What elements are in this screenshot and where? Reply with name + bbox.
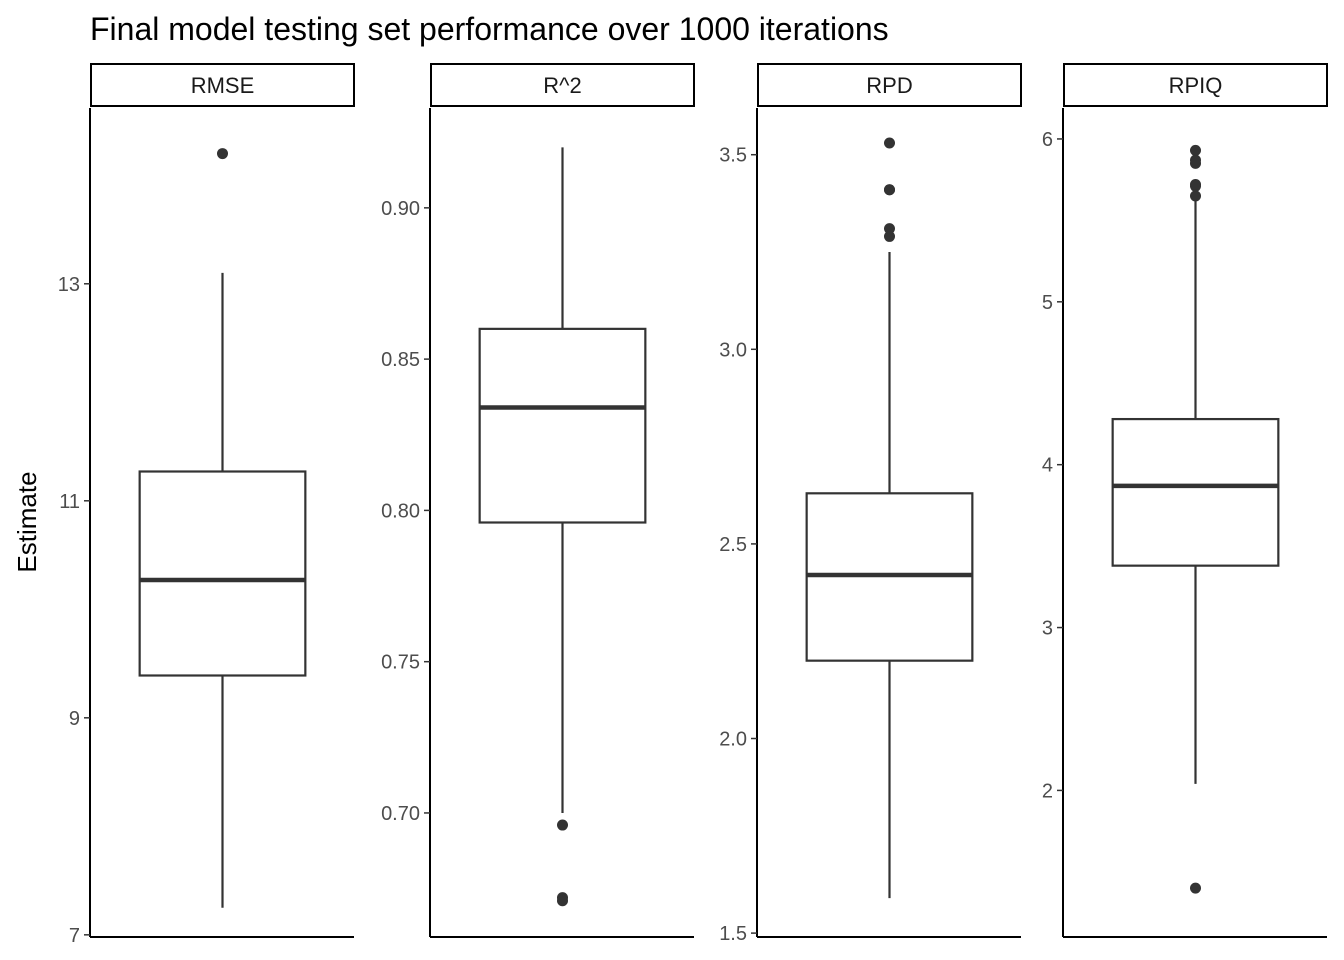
outlier-point [557,819,568,831]
y-tick-label: 0.70 [381,803,420,825]
y-tick-label: 2.0 [719,729,747,751]
facet-strip-label: RMSE [191,73,255,98]
y-tick-label: 5 [1042,292,1053,314]
y-tick-label: 7 [69,925,80,947]
y-tick-label: 13 [58,274,80,296]
y-tick-label: 11 [59,491,80,513]
box-iqr [1111,417,1280,567]
facet-rmse: RMSE 7 9 11 13 [58,63,355,947]
chart-title: Final model testing set performance over… [90,11,889,47]
y-tick-label: 3.0 [719,339,747,361]
facet-panels: RMSE 7 9 11 13 R^2 0.70 0.75 0.80 0.85 0.90 RPD 1.5 2… [58,63,1328,947]
y-tick-label: 6 [1042,129,1053,151]
y-tick-label: 9 [69,708,80,730]
outlier-point [1190,190,1201,202]
y-tick-label: 3 [1042,618,1053,640]
outlier-point [884,223,895,235]
y-tick-label: 0.85 [381,349,420,371]
y-tick-label: 2.5 [719,534,747,556]
outlier-point [1190,179,1201,191]
facet-strip [90,63,355,107]
facet-rpiq: RPIQ 2 3 4 5 6 [1042,63,1328,938]
y-tick-label: 1.5 [719,923,747,945]
outlier-point [1190,144,1201,156]
y-axis-title: Estimate [12,471,42,572]
outlier-point [557,895,568,907]
facet-strip [430,63,695,107]
outlier-point [1190,882,1201,894]
facet-strip-label: R^2 [543,73,581,98]
outlier-point [884,137,895,149]
box-iqr [138,470,307,677]
facet-strip [1063,63,1328,107]
facet-strip-label: RPD [866,73,912,98]
y-tick-label: 0.80 [381,500,420,522]
facet-strip-label: RPIQ [1169,73,1223,98]
box-iqr [478,327,647,524]
outlier-point [1190,154,1201,166]
y-tick-label: 0.90 [381,198,420,220]
y-tick-label: 3.5 [719,145,747,167]
outlier-point [884,184,895,196]
outlier-point [884,230,895,242]
y-tick-label: 2 [1042,780,1053,802]
y-tick-label: 0.75 [381,652,420,674]
y-tick-label: 4 [1042,455,1053,477]
outlier-point [217,148,228,160]
facet-rpd: RPD 1.5 2.0 2.5 3.0 3.5 [719,63,1022,945]
facet-r2: R^2 0.70 0.75 0.80 0.85 0.90 [381,63,695,938]
facet-strip [757,63,1022,107]
